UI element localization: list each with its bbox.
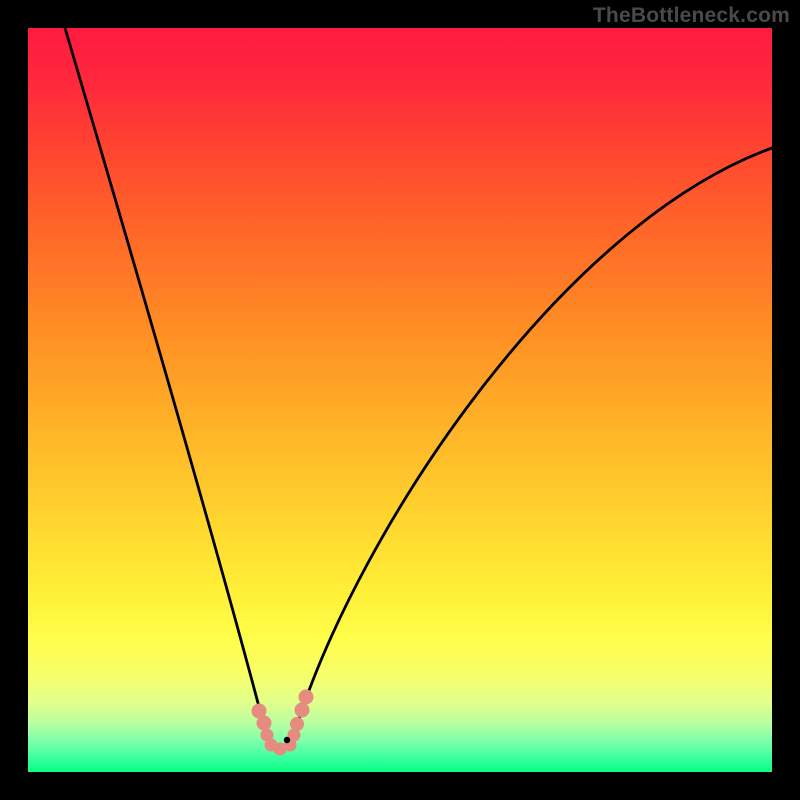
marker-dot: [295, 703, 310, 718]
marker-dot: [257, 716, 272, 731]
min-point-dot: [284, 737, 290, 743]
watermark-text: TheBottleneck.com: [593, 4, 790, 28]
chart-svg: [0, 0, 800, 800]
marker-dot: [299, 690, 314, 705]
plot-area: [28, 28, 772, 772]
figure-root: TheBottleneck.com: [0, 0, 800, 800]
marker-dot: [290, 717, 304, 731]
